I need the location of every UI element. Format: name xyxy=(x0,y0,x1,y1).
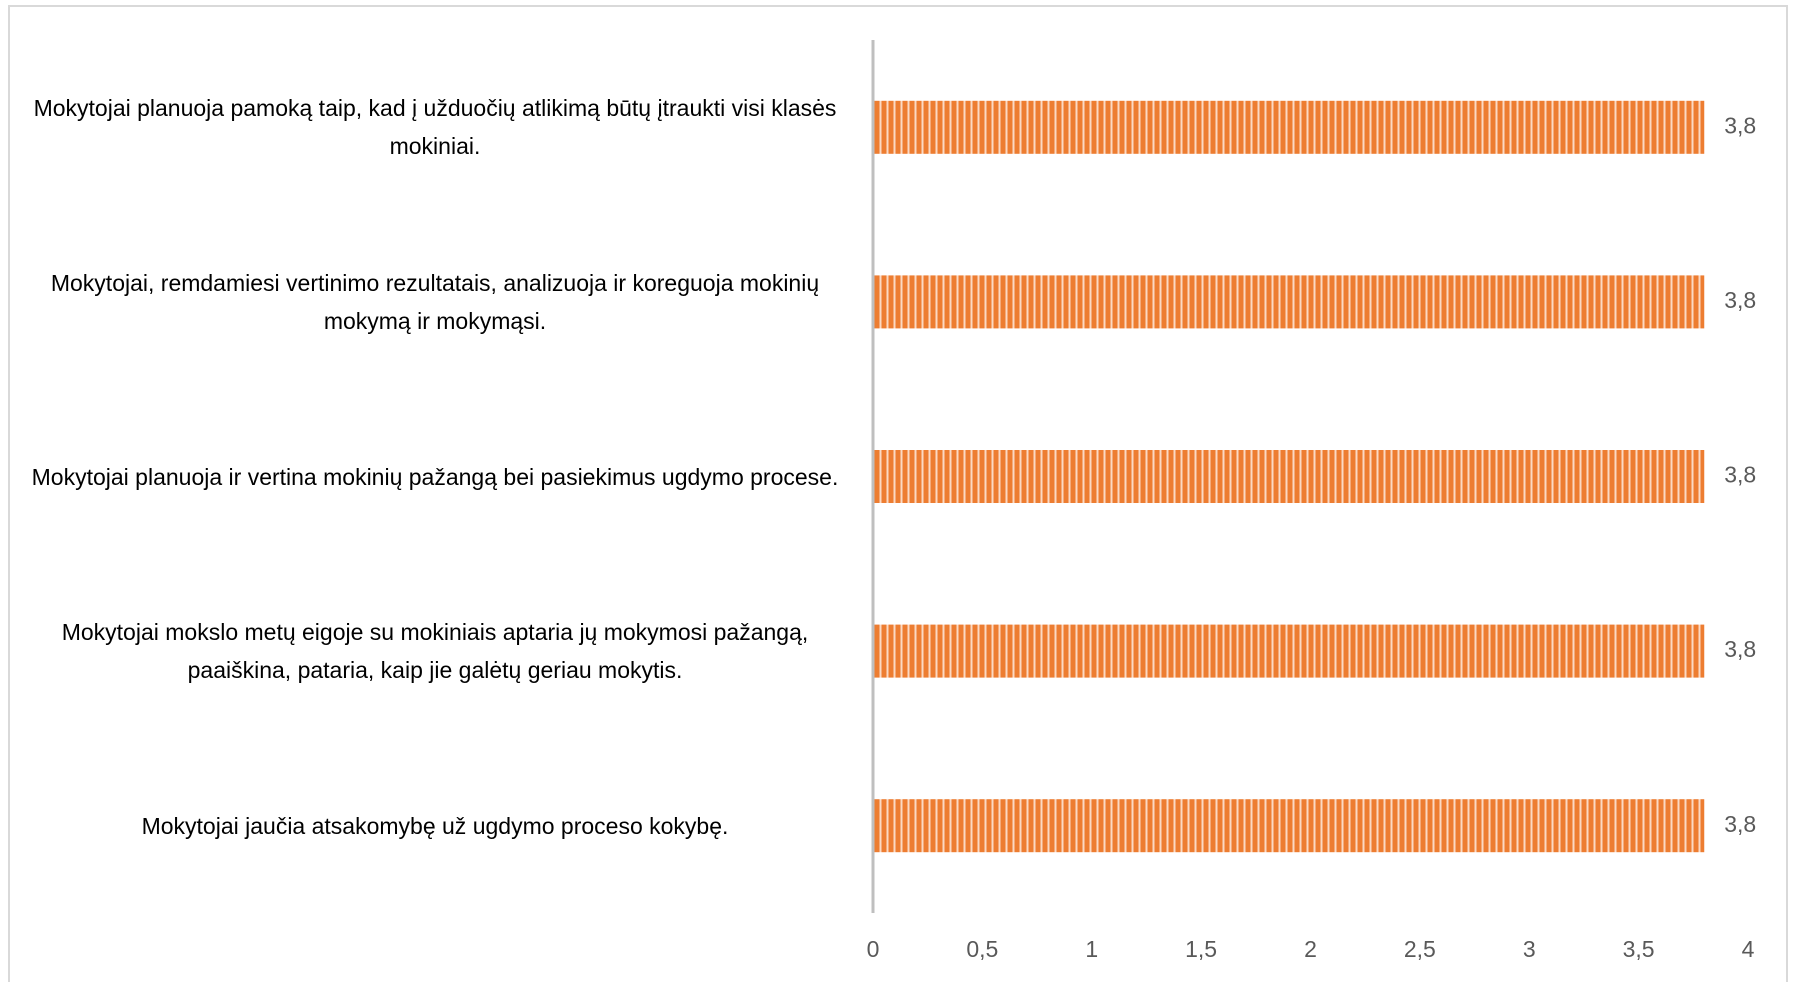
x-tick-label: 4 xyxy=(1742,936,1755,962)
category-label: Mokytojai, remdamiesi vertinimo rezultat… xyxy=(50,269,820,334)
bar xyxy=(873,799,1705,853)
category-label: Mokytojai mokslo metų eigoje su mokiniai… xyxy=(61,619,809,684)
x-tick-label: 2,5 xyxy=(1404,936,1436,962)
bar xyxy=(873,275,1705,329)
value-label: 3,8 xyxy=(1724,636,1756,662)
category-label: Mokytojai jaučia atsakomybę už ugdymo pr… xyxy=(141,812,729,839)
x-tick-label: 1 xyxy=(1085,936,1098,962)
category-label: Mokytojai planuoja ir vertina mokinių pa… xyxy=(31,463,839,490)
x-tick-label: 1,5 xyxy=(1185,936,1217,962)
value-label: 3,8 xyxy=(1724,112,1756,138)
value-label: 3,8 xyxy=(1724,287,1756,313)
chart-border xyxy=(8,5,1788,982)
bar xyxy=(873,100,1705,154)
bar xyxy=(873,624,1705,678)
bar xyxy=(873,450,1705,503)
x-tick-label: 2 xyxy=(1304,936,1317,962)
x-tick-label: 3,5 xyxy=(1623,936,1655,962)
x-tick-label: 0,5 xyxy=(966,936,998,962)
x-tick-label: 3 xyxy=(1523,936,1536,962)
category-label: Mokytojai planuoja pamoką taip, kad į už… xyxy=(33,95,837,160)
value-label: 3,8 xyxy=(1724,462,1756,488)
x-tick-label: 0 xyxy=(867,936,880,962)
value-label: 3,8 xyxy=(1724,811,1756,837)
